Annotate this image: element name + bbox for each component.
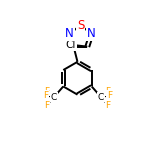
Text: N: N <box>65 27 74 40</box>
Text: F: F <box>45 87 50 96</box>
Text: C: C <box>98 93 104 102</box>
Text: F: F <box>105 87 111 96</box>
Text: S: S <box>77 19 84 32</box>
Text: F: F <box>107 91 112 100</box>
Text: F: F <box>44 101 49 110</box>
Text: F: F <box>105 101 111 110</box>
Text: N: N <box>87 27 96 40</box>
Text: Cl: Cl <box>66 40 76 50</box>
Text: F: F <box>43 91 48 100</box>
Text: C: C <box>51 93 57 102</box>
